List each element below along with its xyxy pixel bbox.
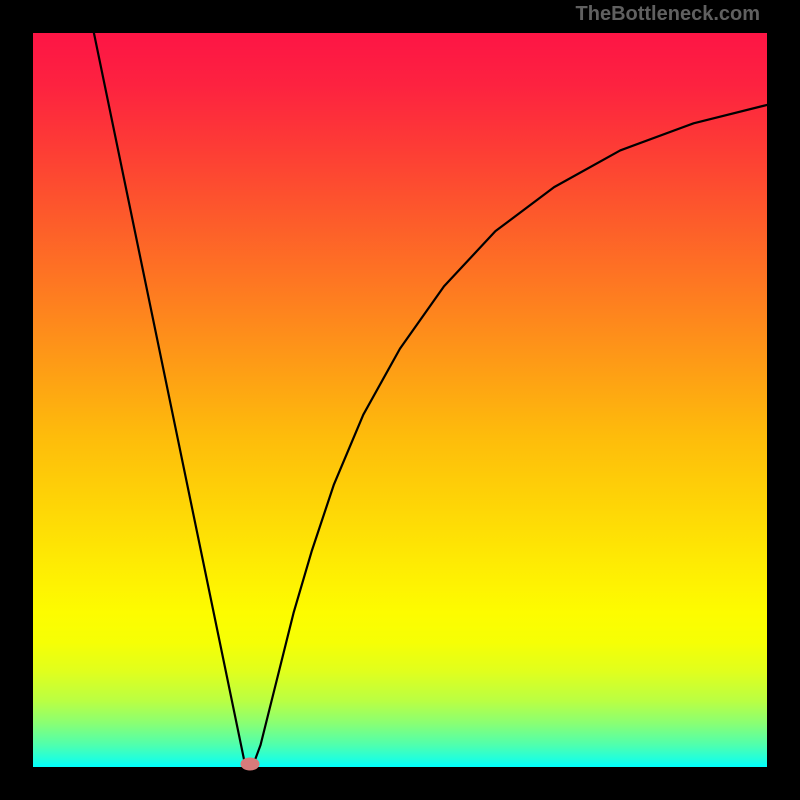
plot-area (33, 33, 767, 767)
watermark-text: TheBottleneck.com (576, 3, 760, 26)
curve-svg (33, 33, 767, 767)
chart-container: TheBottleneck.com (0, 0, 800, 800)
optimum-marker (240, 758, 259, 771)
